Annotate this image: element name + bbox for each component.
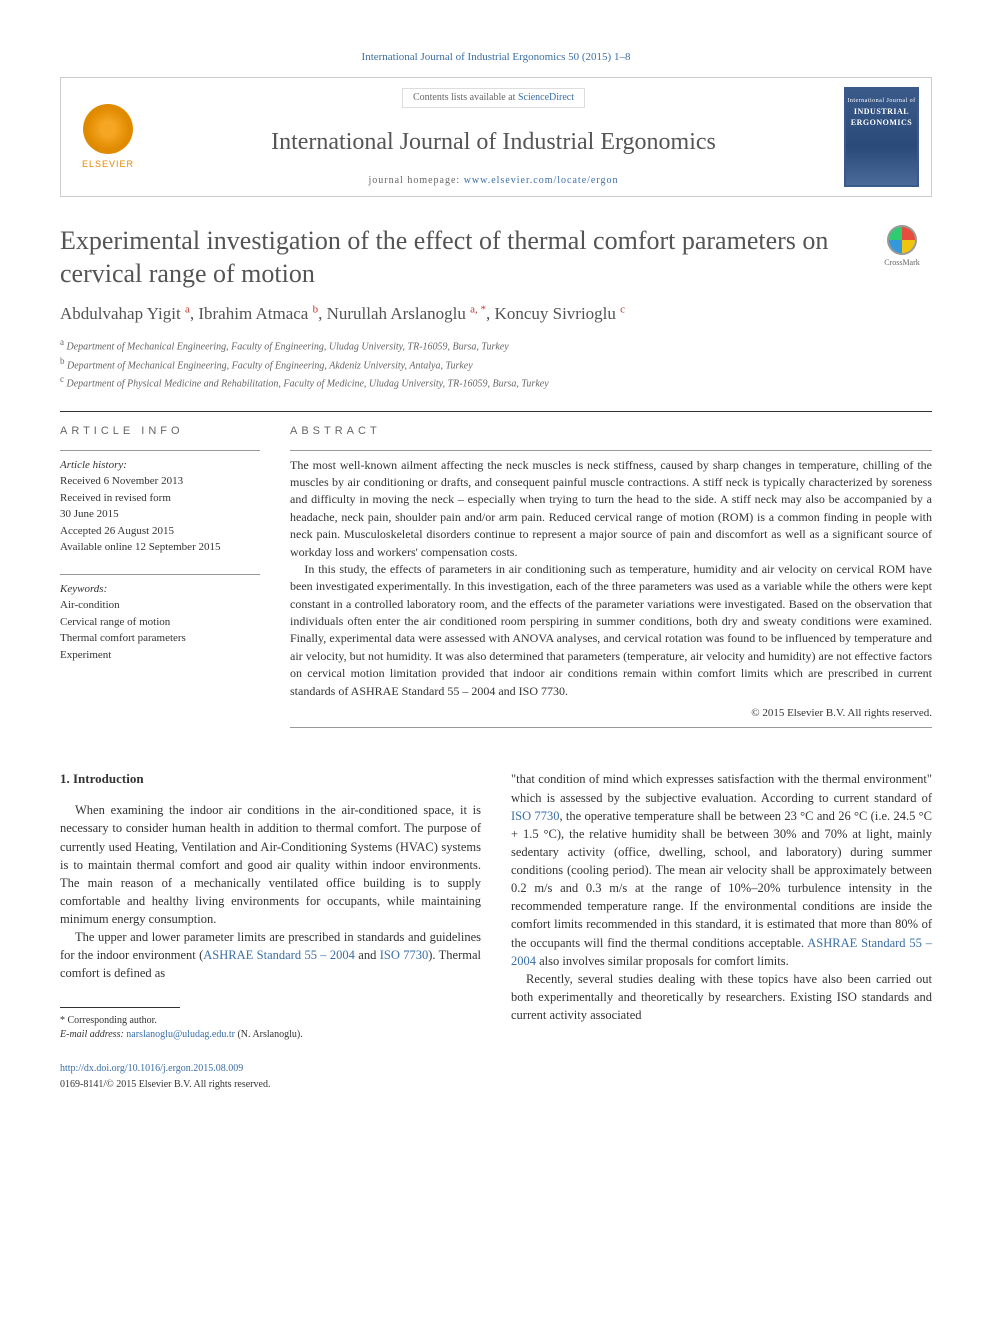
- iso7730-link[interactable]: ISO 7730: [380, 948, 429, 962]
- keyword-line: Thermal comfort parameters: [60, 630, 260, 647]
- body-columns: 1. Introduction When examining the indoo…: [60, 770, 932, 1041]
- crossmark-icon: [887, 225, 917, 255]
- keyword-line: Air-condition: [60, 597, 260, 614]
- affiliation-line: b Department of Mechanical Engineering, …: [60, 355, 932, 373]
- abstract-copyright: © 2015 Elsevier B.V. All rights reserved…: [290, 706, 932, 721]
- abstract-column: ABSTRACT The most well-known ailment aff…: [290, 424, 932, 734]
- cover-line1: International Journal of: [847, 97, 915, 105]
- abstract-heading: ABSTRACT: [290, 424, 932, 439]
- elsevier-tree-icon: [83, 104, 133, 154]
- cover-line2: INDUSTRIAL: [854, 106, 909, 117]
- iso7730-link-2[interactable]: ISO 7730: [511, 809, 559, 823]
- history-line: Available online 12 September 2015: [60, 539, 260, 556]
- footnote-divider: [60, 1007, 180, 1008]
- article-title: Experimental investigation of the effect…: [60, 225, 872, 290]
- intro-p4: Recently, several studies dealing with t…: [511, 970, 932, 1024]
- article-info-heading: ARTICLE INFO: [60, 424, 260, 439]
- journal-header: ELSEVIER Contents lists available at Sci…: [60, 77, 932, 197]
- corresponding-footnote: * Corresponding author. E-mail address: …: [60, 1014, 481, 1042]
- issn-line: 0169-8141/© 2015 Elsevier B.V. All right…: [60, 1078, 932, 1092]
- email-label: E-mail address:: [60, 1029, 126, 1040]
- contents-available: Contents lists available at ScienceDirec…: [402, 88, 585, 108]
- journal-name: International Journal of Industrial Ergo…: [143, 126, 844, 160]
- authors-list: Abdulvahap Yigit a, Ibrahim Atmaca b, Nu…: [60, 302, 932, 326]
- ashrae-link[interactable]: ASHRAE Standard 55 – 2004: [203, 948, 355, 962]
- contents-prefix: Contents lists available at: [413, 92, 518, 103]
- section-1-heading: 1. Introduction: [60, 770, 481, 789]
- doi-link[interactable]: http://dx.doi.org/10.1016/j.ergon.2015.0…: [60, 1063, 243, 1074]
- history-label: Article history:: [60, 457, 260, 474]
- affiliation-line: a Department of Mechanical Engineering, …: [60, 336, 932, 354]
- abstract-text: The most well-known ailment affecting th…: [290, 457, 932, 700]
- intro-p2: The upper and lower parameter limits are…: [60, 928, 481, 982]
- intro-p3: "that condition of mind which expresses …: [511, 770, 932, 969]
- cover-line3: ERGONOMICS: [851, 117, 912, 128]
- elsevier-label: ELSEVIER: [82, 158, 134, 171]
- divider: [60, 411, 932, 412]
- keyword-line: Cervical range of motion: [60, 614, 260, 631]
- crossmark-label: CrossMark: [884, 257, 920, 268]
- abstract-p1: The most well-known ailment affecting th…: [290, 457, 932, 561]
- journal-cover-thumbnail: International Journal of INDUSTRIAL ERGO…: [844, 87, 919, 187]
- homepage-link[interactable]: www.elsevier.com/locate/ergon: [464, 175, 619, 186]
- history-line: Received in revised form: [60, 490, 260, 507]
- sciencedirect-link[interactable]: ScienceDirect: [518, 92, 574, 103]
- keywords-label: Keywords:: [60, 581, 260, 598]
- affiliation-line: c Department of Physical Medicine and Re…: [60, 373, 932, 391]
- top-citation: International Journal of Industrial Ergo…: [60, 50, 932, 65]
- body-column-left: 1. Introduction When examining the indoo…: [60, 770, 481, 1041]
- article-history: Article history: Received 6 November 201…: [60, 457, 260, 556]
- corresponding-email[interactable]: narslanoglu@uludag.edu.tr: [126, 1029, 235, 1040]
- history-line: 30 June 2015: [60, 506, 260, 523]
- keyword-line: Experiment: [60, 647, 260, 664]
- email-suffix: (N. Arslanoglu).: [235, 1029, 303, 1040]
- crossmark-badge[interactable]: CrossMark: [872, 225, 932, 268]
- homepage-prefix: journal homepage:: [369, 175, 464, 186]
- history-line: Received 6 November 2013: [60, 473, 260, 490]
- elsevier-logo: ELSEVIER: [73, 97, 143, 177]
- affiliations: a Department of Mechanical Engineering, …: [60, 336, 932, 391]
- abstract-p2: In this study, the effects of parameters…: [290, 561, 932, 700]
- article-info-column: ARTICLE INFO Article history: Received 6…: [60, 424, 260, 734]
- history-line: Accepted 26 August 2015: [60, 523, 260, 540]
- bottom-bar: http://dx.doi.org/10.1016/j.ergon.2015.0…: [60, 1062, 932, 1092]
- intro-p1: When examining the indoor air conditions…: [60, 801, 481, 928]
- homepage-line: journal homepage: www.elsevier.com/locat…: [143, 174, 844, 188]
- keywords-block: Keywords: Air-conditionCervical range of…: [60, 581, 260, 664]
- corresponding-label: * Corresponding author.: [60, 1014, 481, 1028]
- body-column-right: "that condition of mind which expresses …: [511, 770, 932, 1041]
